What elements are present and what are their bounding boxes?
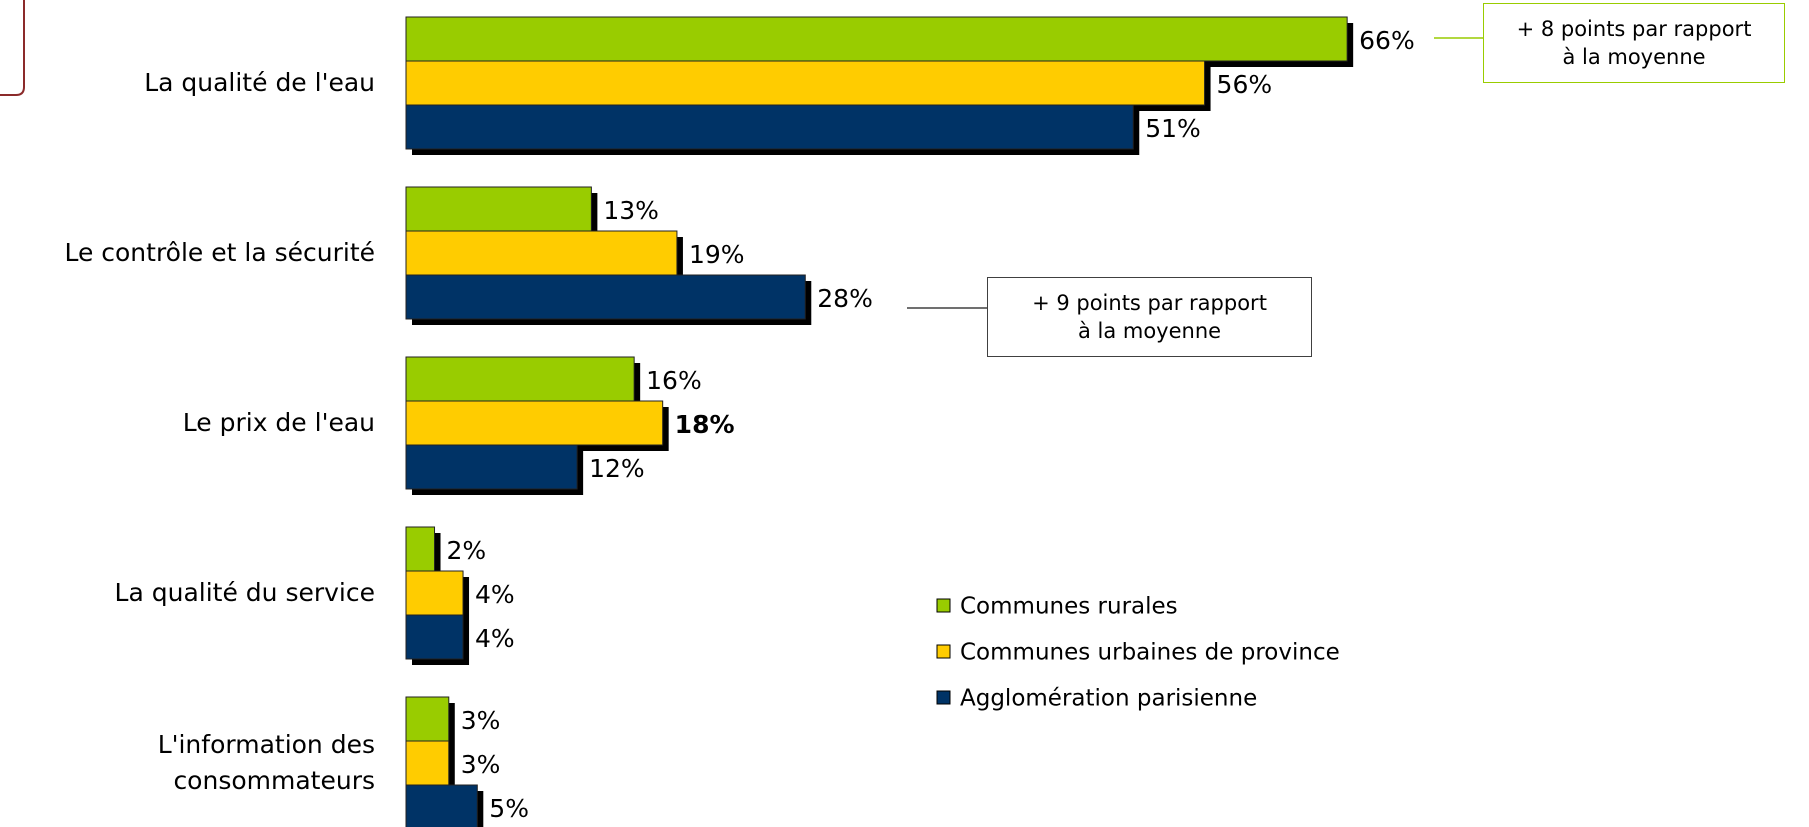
category-label: La qualité de l'eau xyxy=(0,65,375,101)
category-text: La qualité du service xyxy=(114,578,375,607)
value-label: 19% xyxy=(689,240,745,269)
bar xyxy=(405,60,1206,106)
annotation-line: à la moyenne xyxy=(1562,45,1706,69)
bar xyxy=(405,526,436,572)
bar xyxy=(405,784,478,827)
category-text: Le contrôle et la sécurité xyxy=(64,238,375,267)
annotation-box: + 8 points par rapport à la moyenne xyxy=(1483,3,1785,83)
value-label: 5% xyxy=(489,794,529,823)
value-label: 2% xyxy=(447,536,487,565)
value-label: 51% xyxy=(1145,114,1201,143)
bar xyxy=(405,186,592,232)
legend-swatch xyxy=(936,690,951,705)
annotation-line: + 9 points par rapport xyxy=(1032,291,1267,315)
category-label: L'information des consommateurs xyxy=(0,727,375,799)
bar xyxy=(405,444,578,490)
annotation-line: + 8 points par rapport xyxy=(1516,17,1752,41)
corner-decoration xyxy=(0,0,25,96)
value-label: 12% xyxy=(589,454,645,483)
category-label: Le prix de l'eau xyxy=(0,405,375,441)
bar xyxy=(405,104,1134,150)
category-text: L'information des consommateurs xyxy=(157,730,375,795)
annotation-line: à la moyenne xyxy=(1077,319,1222,343)
legend-label: Communes rurales xyxy=(960,594,1178,620)
value-label: 66% xyxy=(1359,26,1415,55)
bar xyxy=(405,570,464,616)
legend-swatch xyxy=(936,644,951,659)
bar xyxy=(405,16,1348,62)
value-label: 18% xyxy=(675,410,735,439)
legend-swatch xyxy=(936,598,951,613)
value-label: 28% xyxy=(817,284,873,313)
value-label: 16% xyxy=(646,366,702,395)
value-label: 3% xyxy=(461,750,501,779)
bar xyxy=(405,740,450,786)
bar xyxy=(405,614,464,660)
category-text: Le prix de l'eau xyxy=(182,408,375,437)
bar xyxy=(405,230,678,276)
legend-label: Communes urbaines de province xyxy=(960,640,1340,666)
value-label: 13% xyxy=(603,196,659,225)
legend-label: Agglomération parisienne xyxy=(960,686,1257,712)
category-label: La qualité du service xyxy=(0,575,375,611)
value-label: 4% xyxy=(475,580,515,609)
category-text: La qualité de l'eau xyxy=(144,68,375,97)
bar xyxy=(405,274,806,320)
value-label: 4% xyxy=(475,624,515,653)
category-label: Le contrôle et la sécurité xyxy=(0,235,375,271)
bar xyxy=(405,400,664,446)
bar xyxy=(405,356,635,402)
value-label: 3% xyxy=(461,706,501,735)
annotation-box: + 9 points par rapport à la moyenne xyxy=(987,277,1312,357)
value-label: 56% xyxy=(1217,70,1273,99)
bar xyxy=(405,696,450,742)
